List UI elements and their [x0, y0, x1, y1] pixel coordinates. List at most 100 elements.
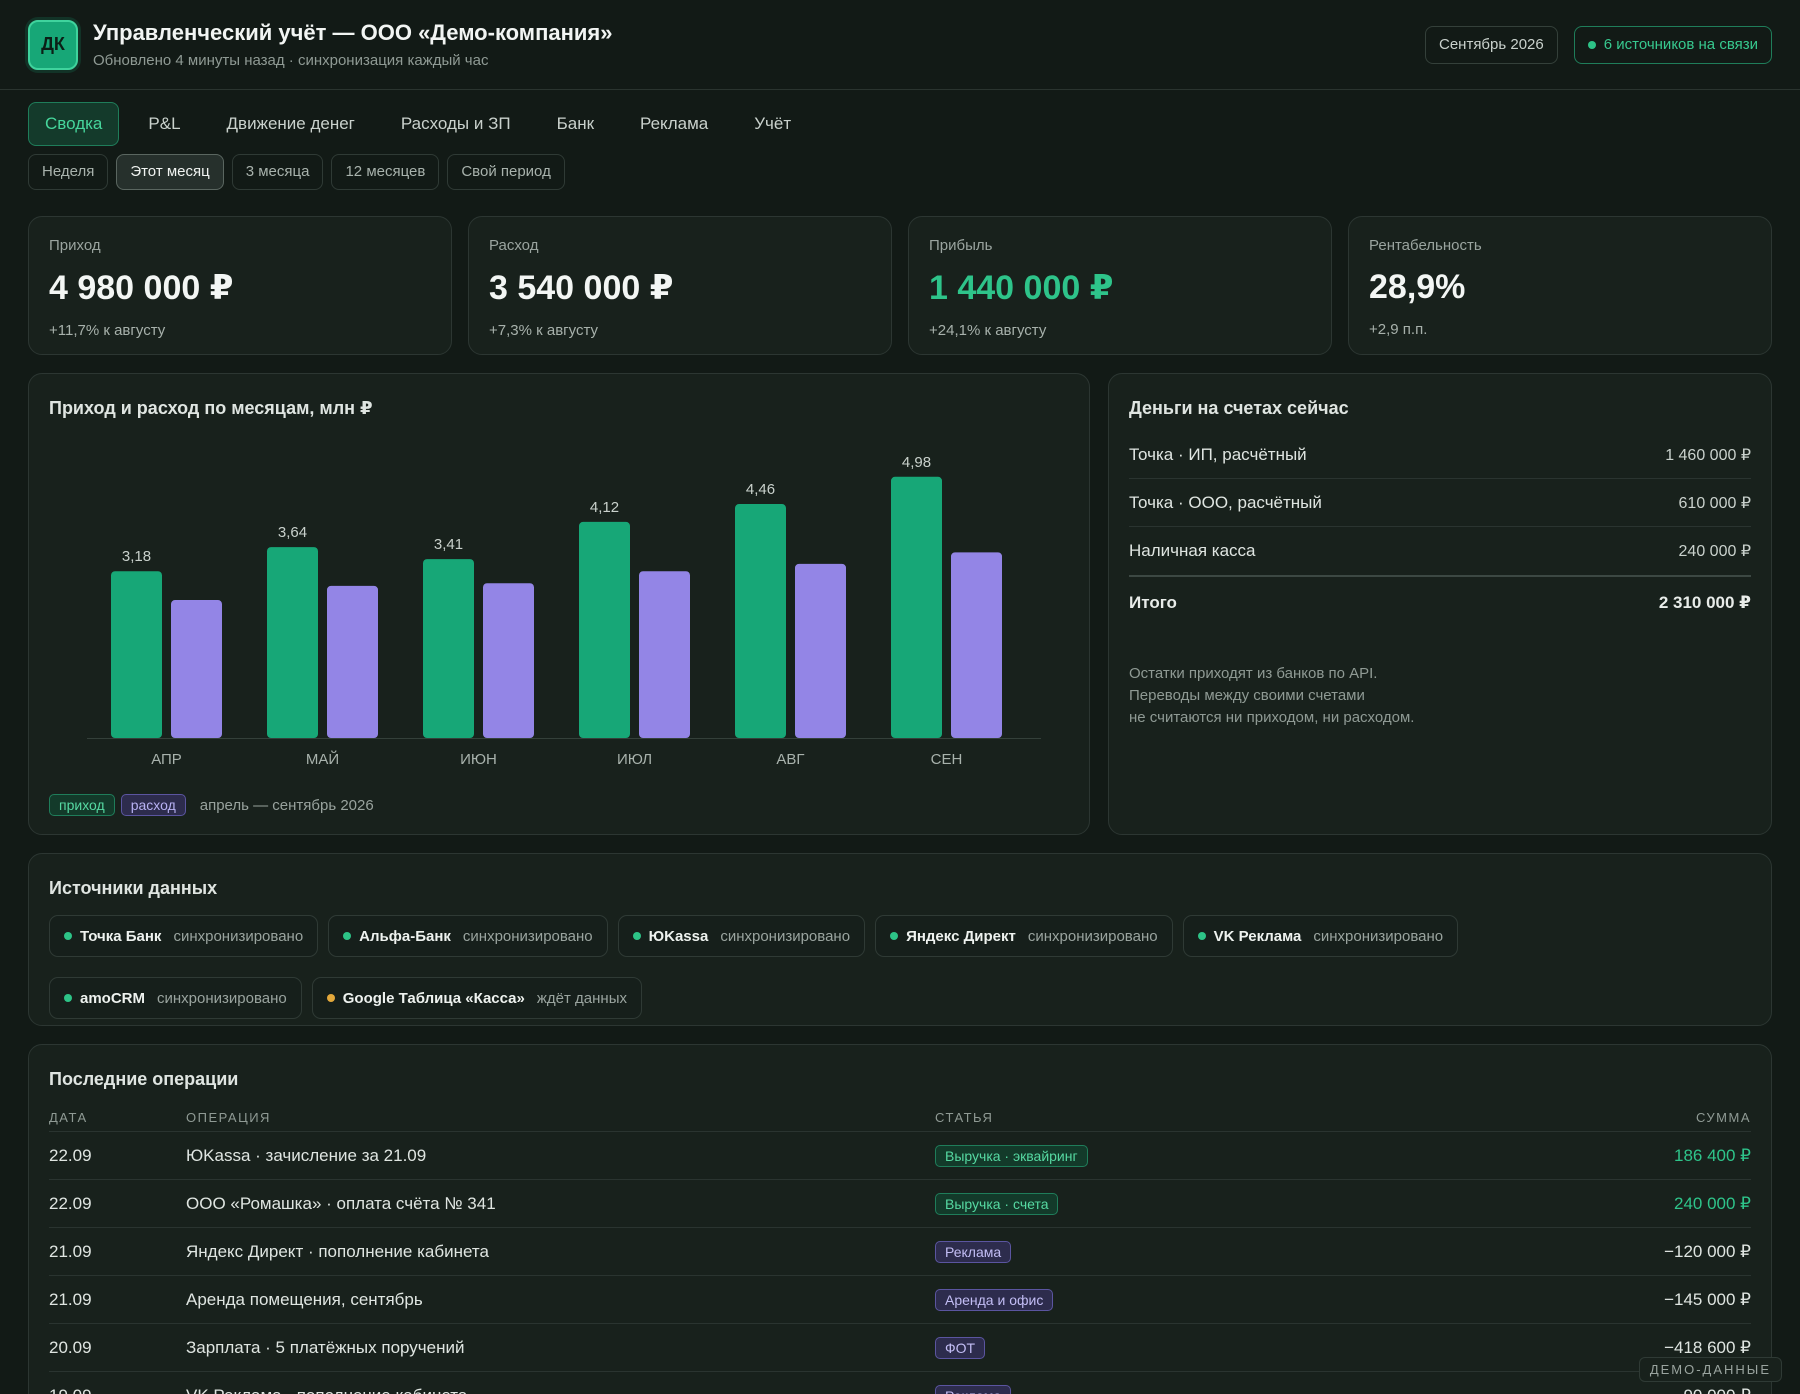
source-chip[interactable]: Яндекс Директ синхронизировано	[875, 915, 1173, 957]
tab-ads[interactable]: Реклама	[640, 114, 709, 133]
sources-status-button[interactable]: 6 источников на связи	[1573, 25, 1772, 64]
source-status: синхронизировано	[157, 989, 287, 1007]
x-tick-label: ИЮН	[460, 751, 497, 768]
recent-operations-card: Последние операции ДАТА ОПЕРАЦИЯ СТАТЬЯ …	[28, 1044, 1772, 1394]
status-dot-icon	[64, 994, 72, 1002]
month-selector-button[interactable]: Сентябрь 2026	[1424, 25, 1558, 64]
tab-pnl[interactable]: P&L	[148, 114, 181, 133]
period-3-months-button[interactable]: 3 месяца	[231, 154, 324, 190]
source-status: синхронизировано	[1027, 927, 1158, 945]
source-chip[interactable]: Google Таблица «Касса» ждёт данных	[311, 977, 642, 1019]
table-row[interactable]: 20.09 Зарплата · 5 платёжных поручений Ф…	[49, 1324, 1751, 1372]
expense-bar	[951, 552, 1002, 738]
status-dot-icon	[1587, 40, 1596, 49]
table-row[interactable]: 21.09 Аренда помещения, сентябрь Аренда …	[49, 1276, 1751, 1324]
tab-accounting[interactable]: Учёт	[754, 114, 792, 133]
income-bar	[423, 559, 474, 738]
op-category-cell: Выручка · счета	[935, 1192, 1551, 1215]
category-tag: Реклама	[935, 1384, 1012, 1394]
source-name: ЮKassa	[648, 927, 709, 945]
kpi-label: Прибыль	[929, 237, 993, 254]
source-chip[interactable]: Точка Банк синхронизировано	[49, 915, 319, 957]
source-status: синхронизировано	[720, 927, 851, 945]
chart-title: Приход и расход по месяцам, млн ₽	[49, 398, 373, 418]
op-amount: −145 000 ₽	[1664, 1289, 1751, 1309]
table-row[interactable]: 22.09 ЮKassa · зачисление за 21.09 Выруч…	[49, 1132, 1751, 1180]
column-header-operation: ОПЕРАЦИЯ	[186, 1110, 271, 1125]
income-bar	[579, 521, 630, 738]
source-name: Яндекс Директ	[906, 927, 1016, 945]
period-12-months-button[interactable]: 12 месяцев	[331, 154, 440, 190]
legend-period-note: апрель — сентябрь 2026	[199, 796, 374, 814]
op-amount: −120 000 ₽	[1664, 1241, 1751, 1261]
sources-list: Точка Банк синхронизировано Альфа-Банк с…	[49, 915, 1609, 1019]
period-week-button[interactable]: Неделя	[28, 154, 109, 190]
kpi-row: Приход 4 980 000 ₽ +11,7% к августу Расх…	[28, 216, 1772, 355]
op-amount: −418 600 ₽	[1664, 1337, 1751, 1357]
source-chip[interactable]: ЮKassa синхронизировано	[617, 915, 866, 957]
accounts-total-row: Итого 2 310 000 ₽	[1129, 575, 1751, 629]
source-status: синхронизировано	[1313, 927, 1444, 945]
tab-expenses-salary[interactable]: Расходы и ЗП	[400, 114, 511, 133]
kpi-value: 1 440 000 ₽	[929, 269, 1114, 307]
source-chip[interactable]: amoCRM синхронизировано	[49, 977, 302, 1019]
bar-value-label: 4,46	[746, 481, 775, 498]
table-row[interactable]: 21.09 Яндекс Директ · пополнение кабинет…	[49, 1228, 1751, 1276]
source-chip[interactable]: Альфа-Банк синхронизировано	[328, 915, 608, 957]
operations-title: Последние операции	[49, 1069, 239, 1089]
op-description: ООО «Ромашка» · оплата счёта № 341	[186, 1193, 496, 1213]
kpi-value: 4 980 000 ₽	[49, 269, 234, 307]
period-this-month-button[interactable]: Этот месяц	[116, 154, 224, 190]
status-dot-icon	[64, 932, 72, 940]
kpi-value: 3 540 000 ₽	[489, 269, 674, 307]
op-date: 21.09	[49, 1241, 92, 1261]
source-name: Альфа-Банк	[359, 927, 451, 945]
category-tag: Аренда и офис	[935, 1288, 1054, 1311]
accounts-card: Деньги на счетах сейчас Точка · ИП, расч…	[1108, 373, 1772, 835]
source-name: Точка Банк	[80, 927, 162, 945]
op-description: Яндекс Директ · пополнение кабинета	[186, 1241, 489, 1261]
sync-status-text: Обновлено 4 минуты назад · синхронизация…	[93, 52, 489, 69]
expense-bar	[795, 563, 846, 738]
account-row[interactable]: Точка · ООО, расчётный 610 000 ₽	[1129, 479, 1751, 527]
column-header-category: СТАТЬЯ	[935, 1110, 994, 1125]
tab-cashflow[interactable]: Движение денег	[226, 114, 355, 133]
op-date: 22.09	[49, 1145, 92, 1165]
x-tick-label: ИЮЛ	[617, 751, 652, 768]
source-status: синхронизировано	[173, 927, 304, 945]
op-date: 19.09	[49, 1386, 186, 1394]
bar-value-label: 4,12	[590, 499, 619, 516]
period-custom-button[interactable]: Свой период	[447, 154, 565, 190]
op-category-cell: ФОТ	[935, 1336, 1551, 1359]
income-bar	[111, 571, 162, 738]
accounts-note-line: Переводы между своими счетами	[1129, 687, 1365, 704]
header-actions: Сентябрь 2026 6 источников на связи	[1424, 25, 1772, 64]
expense-bar	[327, 585, 378, 738]
op-category-cell: Реклама	[935, 1384, 1551, 1394]
source-status: ждёт данных	[536, 989, 627, 1007]
company-logo: ДК	[28, 19, 78, 70]
income-bar	[267, 547, 318, 738]
account-row[interactable]: Наличная касса 240 000 ₽	[1129, 527, 1751, 575]
category-tag: Реклама	[935, 1240, 1012, 1263]
bar-value-label: 3,64	[278, 524, 307, 541]
account-name: Точка · ООО, расчётный	[1129, 492, 1322, 512]
main-tabs: Сводка P&L Движение денег Расходы и ЗП Б…	[0, 90, 1800, 146]
op-amount: −90 000 ₽	[1551, 1386, 1751, 1394]
tab-summary[interactable]: Сводка	[28, 102, 120, 146]
table-row[interactable]: 22.09 ООО «Ромашка» · оплата счёта № 341…	[49, 1180, 1751, 1228]
op-date: 21.09	[49, 1289, 92, 1309]
expense-bar	[483, 583, 534, 738]
kpi-margin-card: Рентабельность 28,9% +2,9 п.п.	[1348, 216, 1772, 355]
kpi-delta: +11,7% к августу	[49, 322, 166, 339]
op-category-cell: Выручка · эквайринг	[935, 1144, 1551, 1167]
app-header: ДК Управленческий учёт — ООО «Демо-компа…	[0, 0, 1800, 90]
accounts-note-line: не считаются ни приходом, ни расходом.	[1129, 709, 1415, 726]
accounts-note: Остатки приходят из банков по API. Перев…	[1129, 663, 1751, 729]
account-row[interactable]: Точка · ИП, расчётный 1 460 000 ₽	[1129, 431, 1751, 479]
account-name: Наличная касса	[1129, 541, 1256, 560]
table-row[interactable]: 19.09 VK Реклама · пополнение кабинета Р…	[49, 1372, 1751, 1394]
op-description: Аренда помещения, сентябрь	[186, 1289, 423, 1309]
tab-bank[interactable]: Банк	[556, 114, 595, 133]
source-chip[interactable]: VK Реклама синхронизировано	[1182, 915, 1459, 957]
